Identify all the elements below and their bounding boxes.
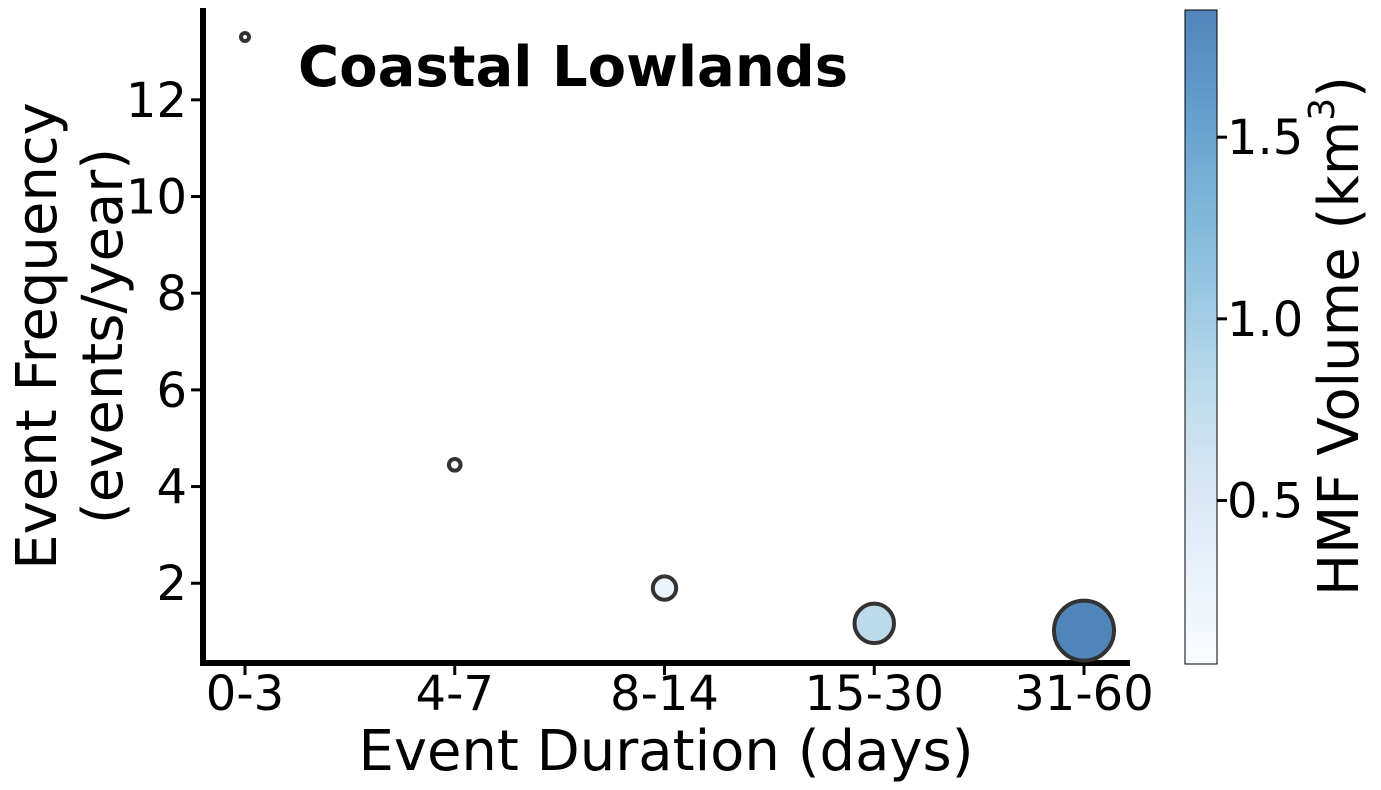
x-tick-label: 4-7 bbox=[416, 666, 494, 722]
y-axis-label-line-1: Event Frequency bbox=[5, 102, 70, 570]
y-tick-label: 8 bbox=[156, 266, 187, 322]
colorbar-ticks: 0.5 1.0 1.5 bbox=[1217, 110, 1303, 530]
y-tick-label: 2 bbox=[156, 556, 187, 612]
chart-title: Coastal Lowlands bbox=[298, 35, 848, 100]
colorbar-label: HMF Volume (km3) bbox=[1302, 76, 1372, 596]
colorbar-tick-label: 0.5 bbox=[1227, 474, 1303, 530]
colorbar-label-text: HMF Volume (km bbox=[1307, 121, 1372, 596]
data-point bbox=[852, 601, 896, 646]
colorbar-tick-label: 1.5 bbox=[1227, 110, 1303, 166]
y-ticks: 2 4 6 8 10 12 bbox=[126, 73, 203, 612]
y-axis-label-line-2: (events/year) bbox=[71, 148, 136, 524]
y-axis-label: Event Frequency (events/year) bbox=[5, 102, 136, 570]
x-axis-label: Event Duration (days) bbox=[358, 719, 973, 784]
y-tick-label: 4 bbox=[156, 460, 187, 516]
x-ticks: 0-3 4-7 8-14 15-30 31-60 bbox=[206, 663, 1154, 722]
y-tick-label: 12 bbox=[126, 73, 187, 129]
data-point bbox=[239, 31, 251, 44]
colorbar-label-close: ) bbox=[1307, 76, 1372, 98]
colorbar-label-superscript: 3 bbox=[1302, 98, 1343, 121]
data-points bbox=[239, 31, 1116, 663]
y-tick-label: 10 bbox=[126, 170, 187, 226]
y-tick-label: 6 bbox=[156, 363, 187, 419]
colorbar bbox=[1184, 9, 1218, 665]
data-point bbox=[650, 574, 679, 602]
colorbar-tick-label: 1.0 bbox=[1227, 292, 1303, 348]
data-point bbox=[1052, 598, 1116, 663]
svg-text:HMF Volume (km3): HMF Volume (km3) bbox=[1302, 76, 1372, 596]
x-tick-label: 31-60 bbox=[1014, 666, 1153, 722]
x-tick-label: 15-30 bbox=[805, 666, 944, 722]
data-point bbox=[446, 456, 463, 473]
x-tick-label: 0-3 bbox=[206, 666, 284, 722]
x-tick-label: 8-14 bbox=[610, 666, 719, 722]
